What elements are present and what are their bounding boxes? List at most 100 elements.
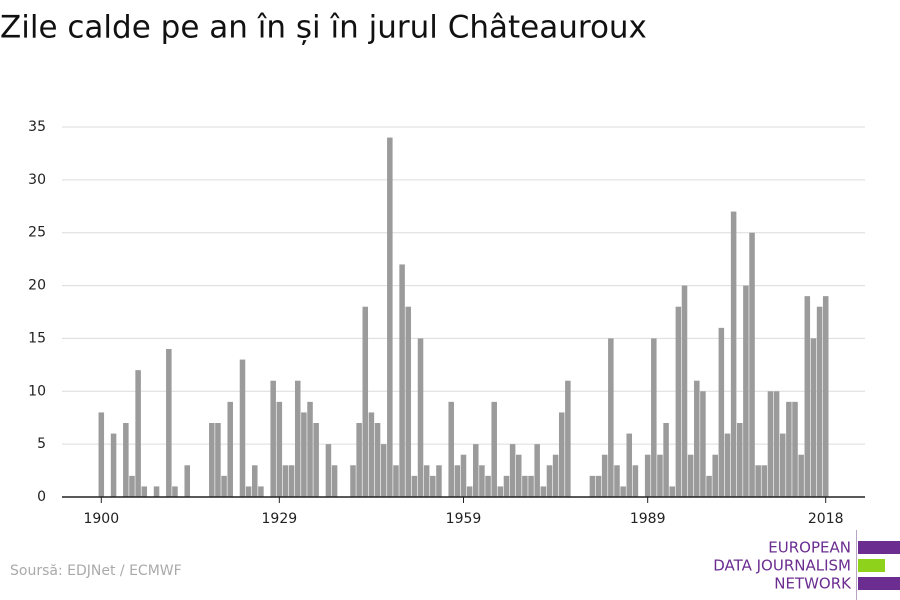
bar <box>485 475 491 497</box>
logo-text: NETWORK <box>774 575 852 593</box>
bar <box>626 433 633 497</box>
bar <box>515 454 522 497</box>
x-tick-label: 1959 <box>446 511 482 527</box>
y-tick-label: 5 <box>37 436 46 452</box>
bar <box>258 486 264 497</box>
bar <box>473 444 479 497</box>
bar <box>288 465 295 497</box>
bar <box>822 296 829 497</box>
bar <box>608 338 614 497</box>
bar <box>663 423 669 497</box>
bar <box>509 444 516 497</box>
bar <box>356 423 362 497</box>
bar <box>331 465 338 497</box>
bar <box>644 454 651 497</box>
bar <box>184 465 191 497</box>
bar <box>350 465 356 497</box>
bar <box>736 423 743 497</box>
bar <box>712 454 718 497</box>
bar <box>448 401 454 497</box>
bar <box>380 444 387 497</box>
bar <box>749 232 755 497</box>
bar <box>215 423 221 497</box>
bar <box>779 433 786 497</box>
bar <box>221 475 227 497</box>
logo-text: EUROPEAN <box>768 539 851 557</box>
bar <box>282 465 289 497</box>
bar <box>387 137 393 498</box>
bar <box>773 391 780 497</box>
bar <box>368 412 375 497</box>
x-tick-label: 1900 <box>83 511 119 527</box>
bar <box>362 306 369 497</box>
bar <box>491 401 497 497</box>
bar <box>209 423 215 497</box>
y-tick-label: 0 <box>37 489 46 505</box>
bar <box>301 412 307 497</box>
bar <box>239 359 246 497</box>
bar <box>552 454 559 497</box>
bar <box>270 380 276 497</box>
bar <box>497 486 504 497</box>
bar <box>252 465 258 497</box>
bar <box>681 285 688 497</box>
bar <box>245 486 252 497</box>
bar <box>454 465 461 497</box>
y-tick-label: 35 <box>28 119 46 135</box>
bar <box>460 454 467 497</box>
bar <box>816 306 823 497</box>
bar <box>589 475 596 497</box>
y-tick-label: 30 <box>28 172 46 188</box>
bar <box>558 412 565 497</box>
bar <box>141 486 148 497</box>
bar <box>614 465 620 497</box>
y-tick-label: 20 <box>28 278 46 294</box>
bar <box>718 327 725 497</box>
bar <box>522 475 528 497</box>
bar <box>313 423 319 497</box>
bar <box>700 391 706 497</box>
bar <box>423 465 430 497</box>
bar <box>767 391 774 497</box>
bar <box>675 306 682 497</box>
bar <box>123 423 129 497</box>
bar <box>786 401 792 497</box>
bar <box>417 338 424 497</box>
logo: EUROPEAN DATA JOURNALISM NETWORK <box>713 530 900 600</box>
bar <box>810 338 817 497</box>
bar <box>632 465 639 497</box>
y-tick-label: 25 <box>28 225 46 241</box>
bar <box>546 465 553 497</box>
bar <box>694 380 700 497</box>
bar <box>792 401 798 497</box>
bar <box>405 306 412 497</box>
chart-title: Zile calde pe an în și în jurul Châteaur… <box>0 10 647 46</box>
bar <box>294 380 301 497</box>
bar <box>755 465 761 497</box>
bar <box>687 454 694 497</box>
bar <box>399 264 405 497</box>
bar <box>172 486 178 497</box>
bar <box>153 486 160 497</box>
bar <box>98 412 105 497</box>
logo-bar <box>858 559 885 572</box>
bar <box>669 486 675 497</box>
logo-bar <box>858 541 900 554</box>
bar <box>110 433 117 497</box>
bar <box>479 465 485 497</box>
bar <box>135 370 141 497</box>
bar <box>657 454 663 497</box>
bar <box>706 475 712 497</box>
bar <box>129 475 135 497</box>
bar <box>393 465 399 497</box>
bar <box>534 444 540 497</box>
bar <box>743 285 749 497</box>
y-tick-label: 15 <box>28 330 46 346</box>
bar <box>595 475 602 497</box>
y-tick-label: 10 <box>28 383 46 399</box>
bar <box>227 401 233 497</box>
bar <box>166 349 172 497</box>
source: Soursă: EDJNet / ECMWF <box>10 563 182 579</box>
bar <box>540 486 547 497</box>
